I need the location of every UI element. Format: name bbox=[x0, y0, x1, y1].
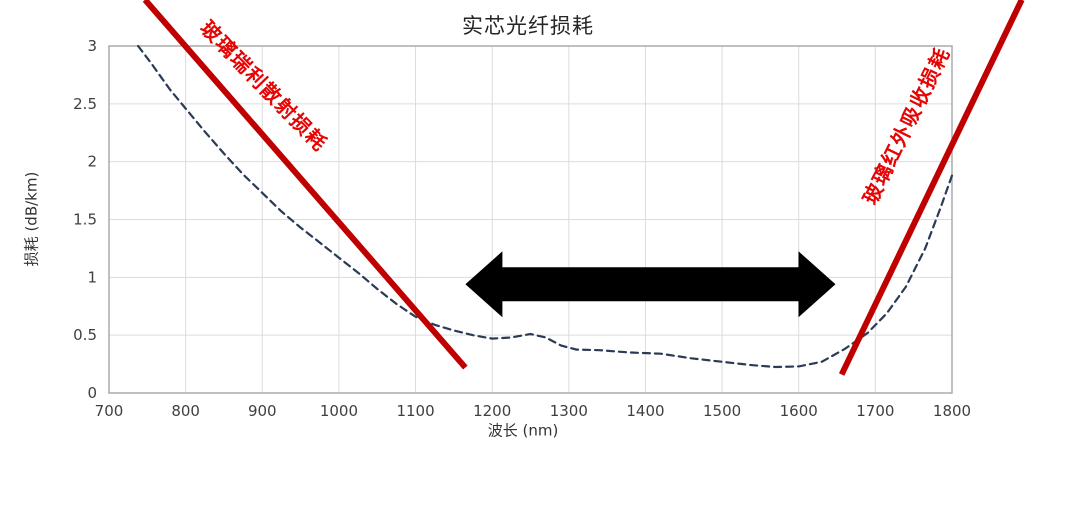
y-tick-label: 0.5 bbox=[73, 326, 97, 344]
y-axis-label: 损耗 (dB/km) bbox=[22, 171, 41, 267]
chart-title: 实芯光纤损耗 bbox=[462, 14, 594, 38]
x-axis-label: 波长 (nm) bbox=[487, 421, 559, 440]
x-tick-label: 1100 bbox=[396, 402, 434, 420]
y-tick-label: 3 bbox=[87, 37, 97, 55]
rayleigh-scattering-line bbox=[142, 0, 468, 370]
y-tick-label: 2 bbox=[87, 153, 97, 171]
x-tick-label: 1400 bbox=[626, 402, 664, 420]
x-tick-label: 1200 bbox=[473, 402, 511, 420]
x-tick-label: 1600 bbox=[780, 402, 818, 420]
y-tick-label: 1 bbox=[87, 268, 97, 286]
x-tick-label: 900 bbox=[248, 402, 277, 420]
y-tick-label: 2.5 bbox=[73, 95, 97, 113]
x-tick-label: 1000 bbox=[320, 402, 358, 420]
fiber-loss-curve bbox=[137, 44, 954, 369]
y-tick-label: 0 bbox=[87, 384, 97, 402]
x-tick-label: 1700 bbox=[856, 402, 894, 420]
x-tick-label: 700 bbox=[95, 402, 124, 420]
low-loss-window-arrow bbox=[465, 251, 836, 318]
infrared-absorption-line bbox=[838, 0, 1025, 376]
x-tick-label: 1300 bbox=[550, 402, 588, 420]
y-tick-label: 1.5 bbox=[73, 211, 97, 229]
x-tick-label: 800 bbox=[171, 402, 200, 420]
plot-border bbox=[108, 45, 953, 394]
x-tick-label: 1500 bbox=[703, 402, 741, 420]
x-tick-label: 1800 bbox=[933, 402, 971, 420]
